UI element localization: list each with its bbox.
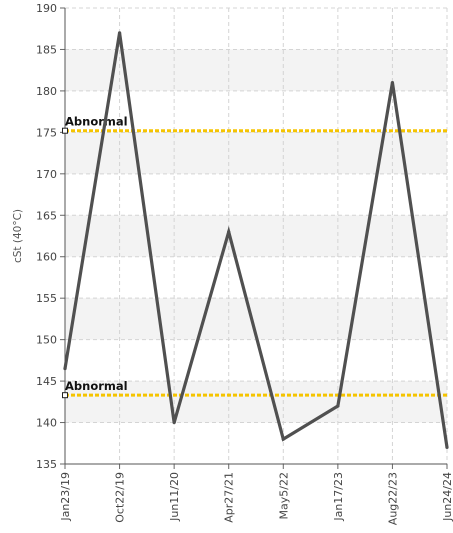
x-tick-label: Oct22/19: [114, 472, 127, 523]
data-point: [445, 445, 449, 450]
axes: [60, 7, 448, 469]
y-tick-label: 190: [36, 2, 57, 15]
data-point: [390, 81, 395, 85]
y-tick-label: 165: [36, 209, 57, 222]
y-tick-label: 160: [36, 251, 57, 264]
plot-band: [65, 215, 447, 257]
x-tick-labels: Jan23/19 Oct22/19 Jun11/20 Apr27/21 May5/22 J…: [59, 472, 453, 525]
y-tick-label: 135: [36, 458, 57, 471]
reference-marker: [62, 127, 68, 134]
series: [63, 31, 449, 450]
plot-band: [65, 132, 447, 174]
y-tick-label: 140: [36, 417, 57, 430]
data-point: [63, 367, 67, 371]
data-point: [227, 230, 231, 234]
y-tick-label: 145: [36, 375, 57, 388]
y-tick-labels: 135 140 145 150 155 160 165 170 175 180 185 190: [36, 2, 57, 471]
reference-marker: [62, 392, 68, 399]
data-point: [336, 404, 340, 408]
y-tick-label: 170: [36, 168, 57, 181]
reference-label: Abnormal: [65, 115, 128, 129]
series-line: [63, 32, 449, 448]
x-tick-label: Jan17/23: [332, 472, 345, 522]
data-point: [172, 420, 176, 425]
x-tick-label: Jun24/24: [441, 472, 453, 522]
grid-lines: [64, 7, 448, 465]
y-tick-label: 175: [36, 126, 57, 139]
plot-band: [65, 49, 447, 91]
x-tick-label: Jan23/19: [59, 472, 72, 522]
y-tick-label: 150: [36, 334, 57, 347]
data-point: [117, 31, 122, 35]
data-point: [281, 437, 285, 441]
y-tick-label: 180: [36, 85, 57, 98]
y-axis-label: cSt (40°C): [12, 209, 24, 263]
x-tick-label: Aug22/23: [386, 472, 399, 525]
x-tick-label: Jun11/20: [168, 472, 181, 522]
x-tick-label: May5/22: [277, 472, 290, 519]
plot-band: [65, 381, 447, 423]
x-tick-label: Apr27/21: [223, 472, 236, 523]
y-tick-label: 155: [36, 292, 57, 305]
reference-label: Abnormal: [65, 379, 128, 393]
y-tick-label: 185: [36, 43, 57, 56]
